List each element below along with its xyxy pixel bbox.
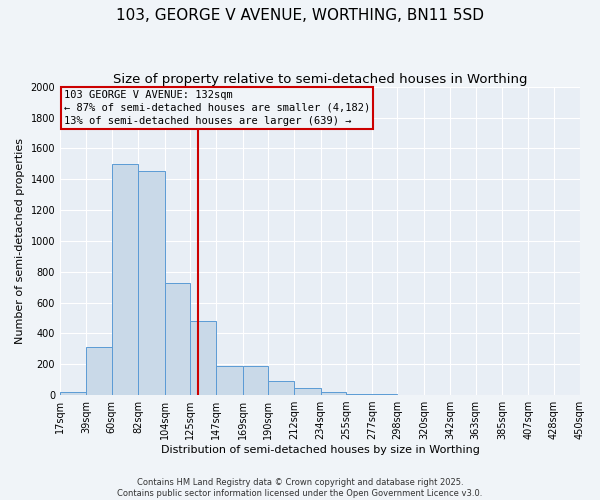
Bar bbox=[86, 347, 112, 395]
Bar bbox=[242, 366, 268, 395]
Bar bbox=[294, 388, 320, 395]
Bar bbox=[112, 164, 138, 395]
Bar bbox=[320, 392, 346, 395]
X-axis label: Distribution of semi-detached houses by size in Worthing: Distribution of semi-detached houses by … bbox=[161, 445, 479, 455]
Bar bbox=[346, 394, 372, 395]
Bar bbox=[216, 366, 242, 395]
Text: Contains HM Land Registry data © Crown copyright and database right 2025.
Contai: Contains HM Land Registry data © Crown c… bbox=[118, 478, 482, 498]
Bar bbox=[372, 394, 397, 395]
Bar bbox=[138, 172, 164, 395]
Text: 103 GEORGE V AVENUE: 132sqm
← 87% of semi-detached houses are smaller (4,182)
13: 103 GEORGE V AVENUE: 132sqm ← 87% of sem… bbox=[64, 90, 370, 126]
Bar bbox=[60, 392, 86, 395]
Bar bbox=[268, 381, 294, 395]
Y-axis label: Number of semi-detached properties: Number of semi-detached properties bbox=[15, 138, 25, 344]
Bar bbox=[190, 321, 216, 395]
Title: Size of property relative to semi-detached houses in Worthing: Size of property relative to semi-detach… bbox=[113, 72, 527, 86]
Bar bbox=[164, 284, 190, 395]
Text: 103, GEORGE V AVENUE, WORTHING, BN11 5SD: 103, GEORGE V AVENUE, WORTHING, BN11 5SD bbox=[116, 8, 484, 22]
